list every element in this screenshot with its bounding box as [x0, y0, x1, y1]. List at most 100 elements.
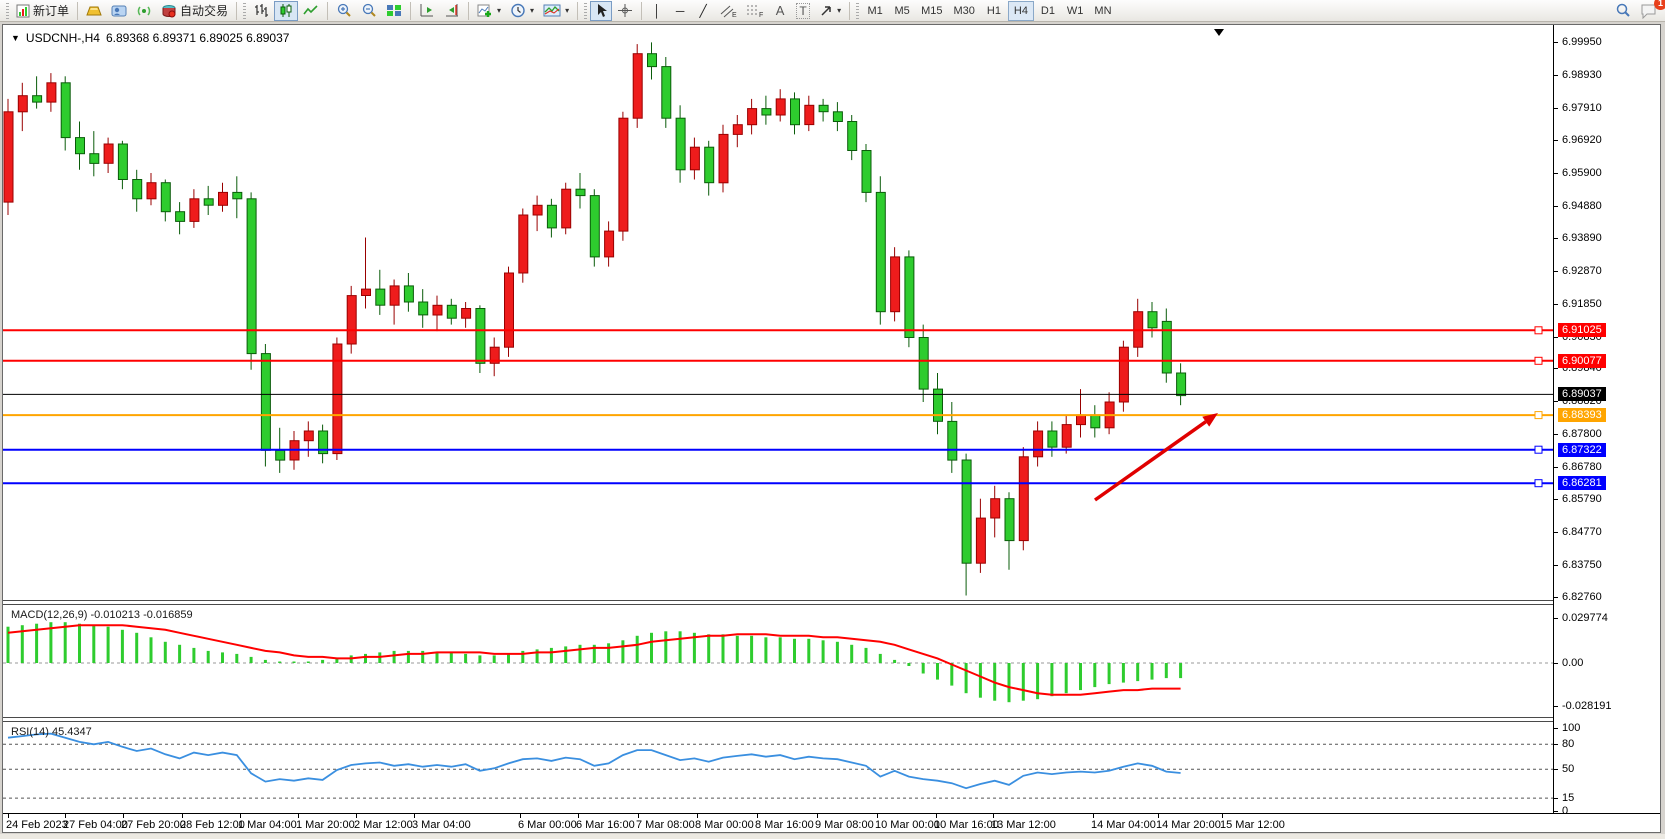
gold-panel-button[interactable]	[82, 1, 106, 21]
chart-ohlc-values: 6.89368 6.89371 6.89025 6.89037	[105, 31, 290, 45]
candlestick-icon	[280, 4, 292, 17]
new-order-button[interactable]: 新订单	[12, 1, 73, 21]
price-axis[interactable]: 6.99950 6.98930 6.97910 6.96920 6.95900 6.948…	[1554, 25, 1660, 817]
price-axis-tick	[1554, 108, 1558, 109]
toolbar-separator	[236, 1, 238, 20]
timeframe-button-D1[interactable]: D1	[1035, 1, 1061, 21]
zoom-out-button[interactable]	[357, 1, 381, 21]
pane-splitter[interactable]	[3, 600, 1660, 605]
date-axis-tick	[697, 814, 698, 818]
timeframe-button-MN[interactable]: MN	[1089, 1, 1116, 21]
periods-button[interactable]: ▾	[506, 1, 538, 21]
cursor-icon	[598, 4, 608, 17]
price-axis-label: 6.82760	[1562, 591, 1602, 603]
line-chart-icon	[303, 5, 318, 15]
price-axis-tick	[1554, 532, 1558, 533]
text-label-tool-button[interactable]: T	[792, 1, 814, 21]
candlestick-chart	[3, 29, 1554, 596]
fibonacci-tool-button[interactable]: F	[742, 1, 768, 21]
zoom-in-button[interactable]	[332, 1, 356, 21]
line-chart-mode-button[interactable]	[299, 1, 323, 21]
toolbar-grip	[243, 2, 247, 19]
template-icon	[543, 4, 561, 17]
tile-windows-icon	[387, 5, 402, 16]
trendline-tool-button[interactable]: ╱	[692, 1, 714, 21]
timeframe-button-M1[interactable]: M1	[862, 1, 888, 21]
timeframe-button-M30[interactable]: M30	[949, 1, 980, 21]
new-order-icon	[16, 4, 30, 17]
text-label-icon: T	[796, 2, 810, 19]
auto-trading-icon	[162, 4, 176, 17]
text-tool-button[interactable]: A	[769, 1, 791, 21]
price-axis-tick	[1554, 597, 1558, 598]
date-axis-tick	[298, 814, 299, 818]
auto-trading-button[interactable]: 自动交易	[157, 1, 232, 21]
search-button[interactable]	[1611, 1, 1635, 21]
toolbar-separator	[468, 1, 470, 20]
chart-symbol-period: USDCNH-,H4	[25, 31, 100, 45]
price-axis-tick	[1554, 744, 1558, 745]
timeframe-button-H1[interactable]: H1	[981, 1, 1007, 21]
dropdown-caret-icon: ▾	[497, 6, 502, 15]
price-axis-label: 0	[1562, 805, 1569, 817]
date-axis-label: 10 Mar 00:00	[875, 819, 940, 831]
dropdown-caret-icon: ▾	[565, 6, 570, 15]
auto-scroll-button[interactable]	[440, 1, 464, 21]
price-axis-tick	[1554, 663, 1558, 664]
fibonacci-icon: F	[747, 5, 763, 18]
price-axis-tick	[1554, 728, 1558, 729]
arrows-tool-button[interactable]: ▾	[815, 1, 845, 21]
indicators-button[interactable]: ▾	[473, 1, 505, 21]
date-axis-label: 15 Mar 12:00	[1220, 819, 1285, 831]
date-axis-tick	[1158, 814, 1159, 818]
timeframe-button-M15[interactable]: M15	[916, 1, 947, 21]
price-line-label: 6.90077	[1558, 354, 1606, 368]
price-axis-tick	[1554, 798, 1558, 799]
timeframe-button-M5[interactable]: M5	[889, 1, 915, 21]
tile-windows-button[interactable]	[382, 1, 406, 21]
price-axis-label: 15	[1562, 792, 1575, 804]
date-axis[interactable]: 24 Feb 2023 27 Feb 04:00 27 Feb 20:00 28 Fe…	[3, 813, 1660, 832]
zoom-out-icon	[362, 3, 376, 17]
date-axis-label: 24 Feb 2023	[6, 819, 68, 831]
price-axis-label: 6.83750	[1562, 559, 1602, 571]
price-axis-label: 6.84770	[1562, 526, 1602, 538]
price-line-label: 6.89037	[1558, 387, 1606, 401]
price-axis-tick	[1554, 271, 1558, 272]
date-axis-tick	[578, 814, 579, 818]
date-axis-tick	[1222, 814, 1223, 818]
toolbar-grip	[584, 2, 588, 19]
horizontal-line-tool-button[interactable]: ─	[669, 1, 691, 21]
timeframe-button-W1[interactable]: W1	[1062, 1, 1089, 21]
chart-shift-button[interactable]	[415, 1, 439, 21]
channel-tool-button[interactable]: E	[715, 1, 741, 21]
crosshair-tool-button[interactable]	[613, 1, 637, 21]
timeframe-group: M1 M5 M15 M30 H1 H4 D1 W1 MN	[862, 0, 1116, 21]
market-watch-button[interactable]	[107, 1, 131, 21]
main-chart-pane[interactable]: ▼ USDCNH-,H4 6.89368 6.89371 6.89025 6.8…	[3, 26, 1554, 600]
rsi-pane[interactable]: RSI(14) 45.4347	[3, 722, 1554, 813]
pane-splitter[interactable]	[3, 717, 1660, 722]
candlestick-mode-button[interactable]	[274, 0, 299, 21]
date-axis-label: 8 Mar 16:00	[755, 819, 814, 831]
vertical-line-tool-button[interactable]: │	[646, 1, 668, 21]
price-axis-tick	[1554, 42, 1558, 43]
date-axis-tick	[993, 814, 994, 818]
signal-icon	[137, 6, 151, 15]
dropdown-caret-icon: ▾	[837, 6, 842, 15]
date-axis-label: 3 Mar 04:00	[412, 819, 471, 831]
macd-pane[interactable]: MACD(12,26,9) -0.010213 -0.016859	[3, 605, 1554, 717]
timeframe-button-H4[interactable]: H4	[1007, 0, 1034, 21]
price-axis-tick	[1554, 769, 1558, 770]
date-axis-tick	[1093, 814, 1094, 818]
price-axis-label: 6.95900	[1562, 167, 1602, 179]
chart-context-caret-icon[interactable]: ▼	[11, 33, 20, 43]
bar-chart-mode-button[interactable]	[249, 1, 273, 21]
cursor-tool-button[interactable]	[590, 0, 613, 21]
chart-shift-icon	[420, 4, 434, 17]
date-axis-label: 6 Mar 16:00	[576, 819, 635, 831]
svg-text:F: F	[759, 12, 763, 18]
signals-button[interactable]	[132, 1, 156, 21]
price-line-label: 6.87322	[1558, 443, 1606, 457]
templates-button[interactable]: ▾	[539, 1, 573, 21]
